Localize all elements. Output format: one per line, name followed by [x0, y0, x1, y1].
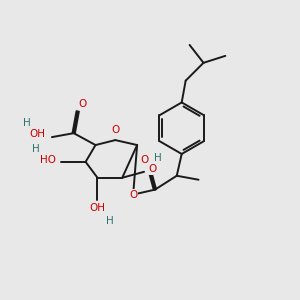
Text: O: O — [148, 164, 156, 174]
Text: H: H — [23, 118, 31, 128]
Text: O: O — [140, 155, 148, 165]
Text: O: O — [79, 99, 87, 110]
Text: H: H — [106, 216, 113, 226]
Text: O: O — [129, 190, 137, 200]
Text: OH: OH — [29, 129, 45, 139]
Text: HO: HO — [40, 155, 56, 165]
Text: OH: OH — [89, 203, 106, 214]
Text: O: O — [111, 125, 119, 135]
Text: H: H — [32, 144, 40, 154]
Text: H: H — [154, 153, 162, 163]
